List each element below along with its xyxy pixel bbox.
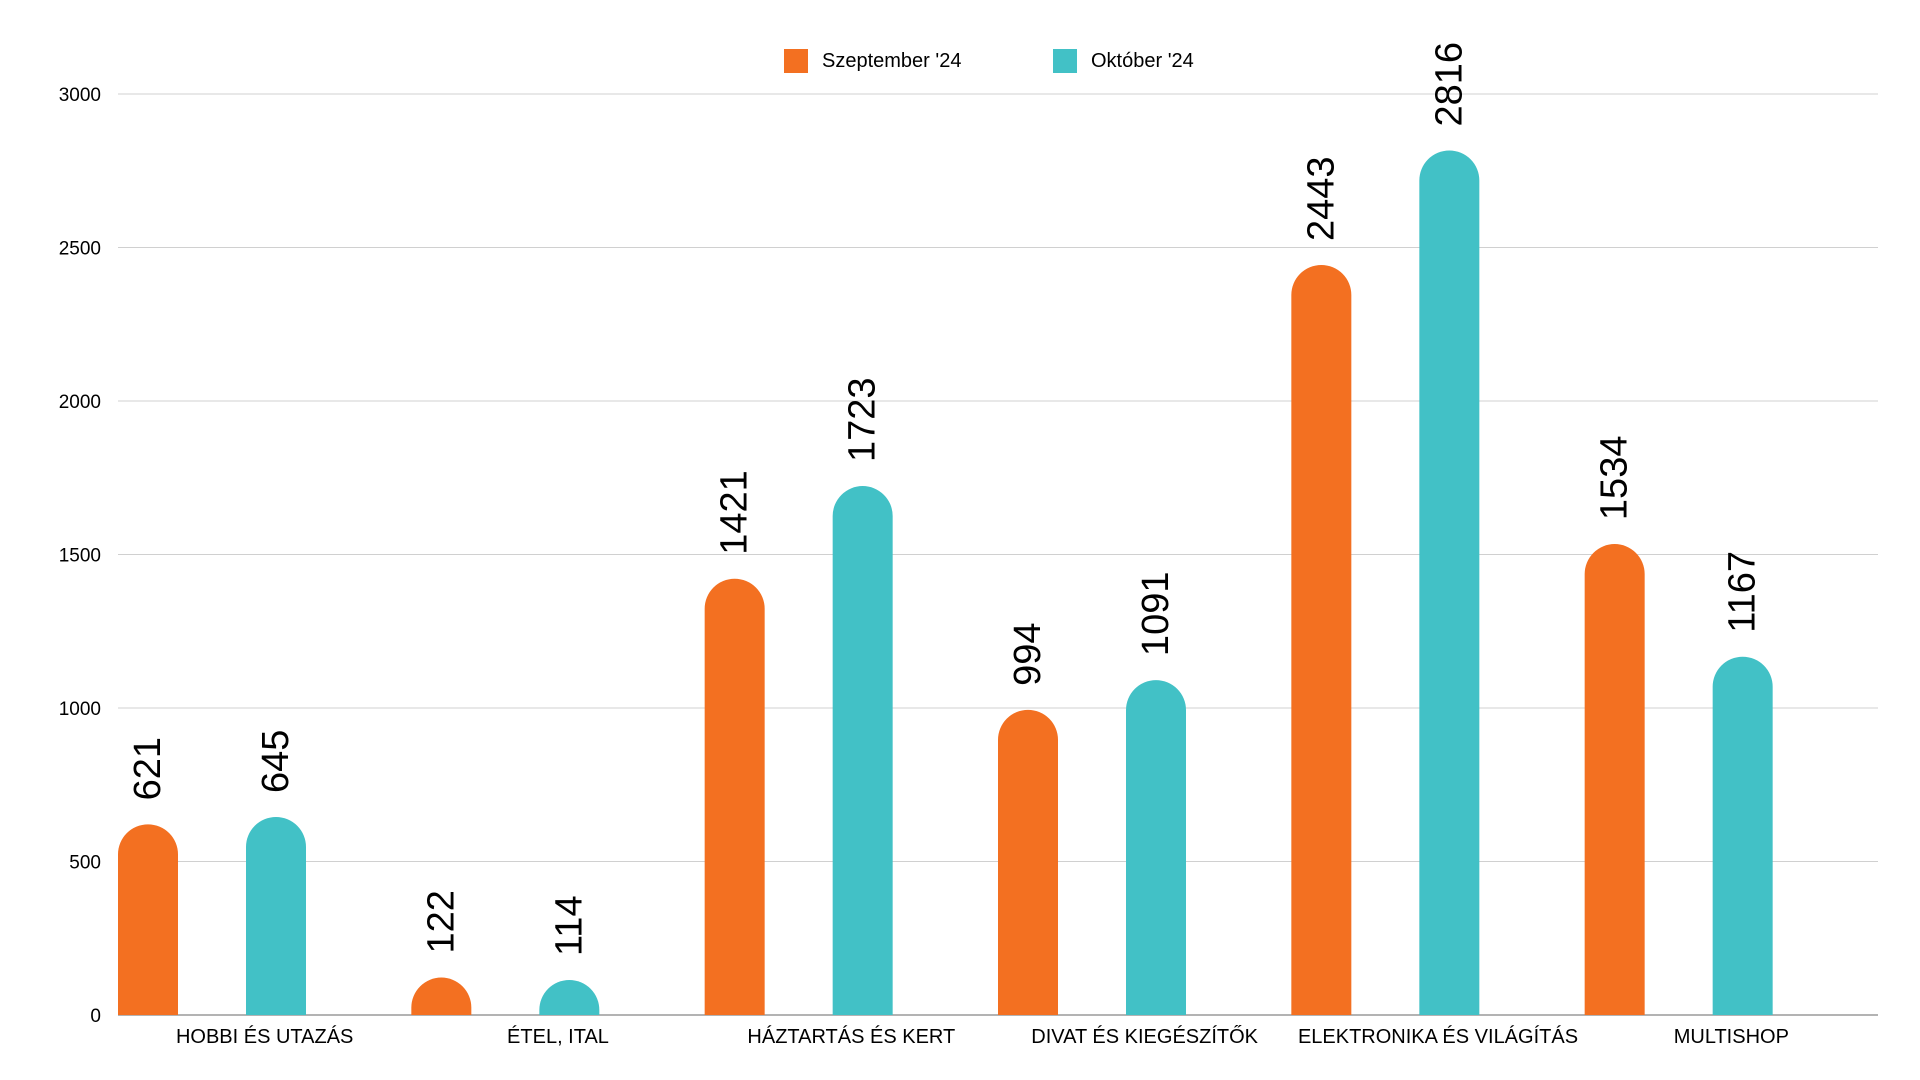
legend-label: Szeptember '24 <box>822 50 961 72</box>
bar <box>1584 544 1645 1015</box>
bar-value-label: 1091 <box>1135 572 1177 657</box>
bars <box>118 150 1773 1015</box>
bar-value-label: 994 <box>1007 622 1049 685</box>
bar-value-label: 1723 <box>842 377 884 462</box>
bar <box>118 824 179 1015</box>
y-tick-label: 3000 <box>59 85 101 106</box>
y-axis-ticks: 0 500 1000 1500 2000 2500 3000 <box>59 85 101 1027</box>
x-category-label: ELEKTRONIKA ÉS VILÁGÍTÁS <box>1298 1025 1578 1048</box>
bar-value-label: 1534 <box>1594 436 1636 521</box>
bar-value-label: 122 <box>420 890 462 953</box>
bar-value-label: 2443 <box>1300 156 1342 241</box>
bar <box>832 486 893 1015</box>
legend-swatch <box>784 49 808 73</box>
legend: Szeptember '24 Október '24 <box>784 49 1194 73</box>
x-axis-category-labels: HOBBI ÉS UTAZÁS ÉTEL, ITAL HÁZTARTÁS ÉS KE… <box>176 1025 1789 1048</box>
bar <box>704 578 765 1015</box>
bar-value-label: 621 <box>127 737 169 800</box>
bar-value-label: 645 <box>255 730 297 793</box>
y-tick-label: 1000 <box>59 699 101 720</box>
bar <box>411 977 472 1015</box>
legend-label: Október '24 <box>1091 50 1194 72</box>
bar-value-label: 1421 <box>714 470 756 555</box>
y-tick-label: 2500 <box>59 239 101 260</box>
bar <box>1126 680 1186 1015</box>
bar <box>998 709 1058 1015</box>
bar <box>1291 264 1352 1015</box>
x-category-label: HÁZTARTÁS ÉS KERT <box>747 1025 955 1048</box>
y-tick-label: 1500 <box>59 546 101 567</box>
value-labels: 621 645 122 114 1421 1723 994 1091 2443 2816 1534 1… <box>127 42 1764 956</box>
bar <box>539 980 600 1015</box>
y-tick-label: 500 <box>69 853 101 874</box>
bar-value-label: 114 <box>548 895 590 956</box>
bar-value-label: 2816 <box>1428 42 1470 127</box>
x-category-label: MULTISHOP <box>1674 1026 1789 1048</box>
x-category-label: HOBBI ÉS UTAZÁS <box>176 1025 353 1048</box>
bar <box>246 816 306 1015</box>
x-category-label: ÉTEL, ITAL <box>507 1025 609 1048</box>
bar-value-label: 1167 <box>1722 551 1764 633</box>
legend-swatch <box>1053 49 1077 73</box>
y-tick-label: 2000 <box>59 392 101 413</box>
x-category-label: DIVAT ÉS KIEGÉSZÍTŐK <box>1031 1025 1258 1048</box>
y-tick-label: 0 <box>90 1006 101 1027</box>
bar <box>1712 656 1773 1015</box>
bar <box>1419 150 1480 1015</box>
